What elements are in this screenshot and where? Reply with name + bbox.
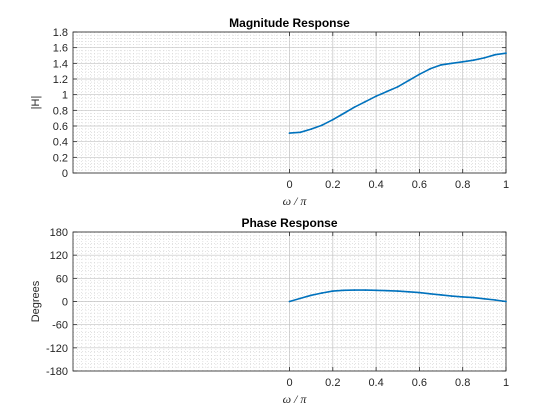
y-axis-label: |H| bbox=[30, 96, 42, 110]
x-tick-label: 0.4 bbox=[368, 179, 383, 191]
x-tick-label: 0.8 bbox=[455, 377, 470, 389]
data-point bbox=[407, 290, 410, 293]
data-point bbox=[396, 85, 399, 88]
y-tick-label: -180 bbox=[46, 366, 68, 378]
data-point bbox=[310, 294, 312, 297]
y-tick-label: 1.8 bbox=[53, 27, 68, 39]
y-tick-label: 1.2 bbox=[53, 74, 68, 86]
data-point bbox=[429, 292, 432, 295]
chart-title: Magnitude Response bbox=[229, 16, 350, 30]
x-tick-label: 0.2 bbox=[325, 179, 340, 191]
x-tick-label: 0.2 bbox=[325, 377, 340, 389]
data-point bbox=[342, 289, 345, 292]
y-tick-label: 120 bbox=[50, 250, 68, 262]
x-axis-label: ω / π bbox=[283, 392, 308, 406]
data-point bbox=[288, 132, 291, 135]
data-point bbox=[331, 118, 334, 121]
data-point bbox=[386, 90, 388, 93]
data-point bbox=[331, 290, 334, 292]
data-point bbox=[407, 79, 410, 82]
y-tick-label: -60 bbox=[52, 320, 68, 332]
data-point bbox=[353, 106, 356, 109]
data-point bbox=[483, 57, 486, 59]
subplot-1: 0 0.2 0.4 0.6 0.8 1 0 0.2 0.4 0.6 0.8 1 1.2 1.4 1.6 1.8… bbox=[30, 16, 509, 208]
data-point bbox=[396, 290, 399, 292]
data-point bbox=[494, 299, 497, 301]
y-tick-label: 0.4 bbox=[53, 137, 68, 149]
y-tick-label: 0 bbox=[62, 168, 68, 180]
data-point bbox=[375, 289, 377, 292]
data-point bbox=[505, 300, 507, 303]
data-point bbox=[321, 292, 323, 294]
data-point bbox=[472, 296, 475, 299]
data-point bbox=[288, 300, 291, 303]
data-point bbox=[440, 64, 442, 66]
y-axis-label: Degrees bbox=[30, 280, 42, 322]
x-axis-label: ω / π bbox=[283, 194, 308, 208]
y-tick-label: 0.8 bbox=[53, 105, 68, 117]
data-point bbox=[310, 128, 312, 131]
y-tick-label: -120 bbox=[46, 343, 68, 355]
data-point bbox=[386, 289, 388, 292]
data-point bbox=[299, 131, 302, 134]
y-tick-label: 1.6 bbox=[53, 43, 68, 55]
x-tick-label: 0.6 bbox=[412, 179, 427, 191]
data-point bbox=[472, 59, 475, 62]
data-point bbox=[483, 297, 486, 300]
data-point bbox=[461, 296, 464, 298]
data-point bbox=[353, 289, 356, 291]
y-tick-label: 0.2 bbox=[53, 152, 68, 164]
x-tick-label: 0 bbox=[286, 377, 292, 389]
x-tick-label: 0 bbox=[286, 179, 292, 191]
data-point bbox=[429, 67, 432, 70]
x-tick-label: 0.6 bbox=[412, 377, 427, 389]
data-point bbox=[299, 297, 302, 300]
data-point bbox=[494, 53, 497, 56]
data-point bbox=[461, 60, 464, 63]
y-tick-label: 60 bbox=[56, 273, 68, 285]
x-tick-label: 0.4 bbox=[368, 377, 383, 389]
data-point bbox=[451, 295, 453, 297]
data-point bbox=[440, 294, 442, 296]
y-tick-label: 180 bbox=[50, 227, 68, 239]
data-point bbox=[418, 73, 421, 76]
data-point bbox=[364, 289, 367, 291]
data-point bbox=[364, 100, 367, 103]
subplot-2: 0 0.2 0.4 0.6 0.8 1 -180 -120 -60 0 60 120 180 Phase … bbox=[30, 216, 509, 406]
x-tick-label: 1 bbox=[503, 377, 509, 389]
y-tick-label: 1 bbox=[62, 90, 68, 102]
y-tick-label: 1.4 bbox=[53, 58, 68, 70]
data-point bbox=[375, 95, 377, 98]
data-point bbox=[451, 62, 453, 65]
data-point bbox=[505, 52, 507, 55]
data-point bbox=[418, 291, 421, 294]
y-tick-label: 0 bbox=[62, 297, 68, 309]
x-tick-label: 0.8 bbox=[455, 179, 470, 191]
data-point bbox=[321, 124, 323, 127]
y-tick-label: 0.6 bbox=[53, 121, 68, 133]
data-point bbox=[342, 112, 345, 115]
chart-title: Phase Response bbox=[241, 216, 337, 230]
x-tick-label: 1 bbox=[503, 179, 509, 191]
